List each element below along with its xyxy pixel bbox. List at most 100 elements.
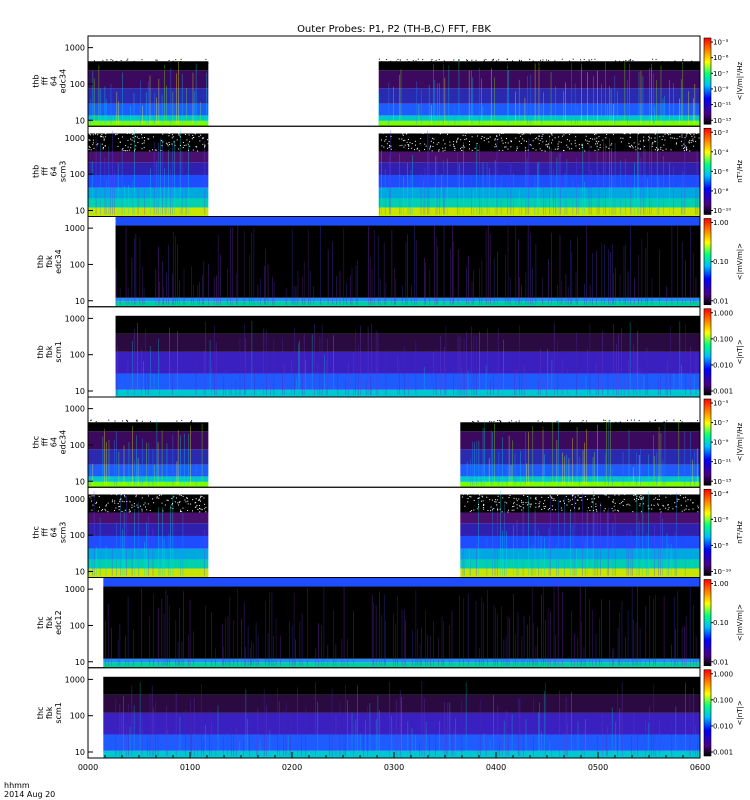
noise-speck [400,131,402,133]
noise-speck [585,135,587,137]
noise-speck [207,492,209,494]
noise-speck [683,509,685,511]
noise-speck [688,142,690,144]
noise-speck [163,428,165,430]
noise-speck [595,65,597,67]
noise-speck [417,58,419,60]
noise-speck [193,426,195,428]
noise-speck [633,142,635,144]
noise-speck [501,131,503,133]
noise-speck [153,492,155,494]
noise-speck [135,494,137,496]
noise-speck [482,500,484,502]
noise-speck [119,505,121,507]
noise-speck [646,62,648,64]
noise-speck [120,494,122,496]
noise-speck [189,141,191,143]
noise-speck [542,134,544,136]
noise-speck [464,135,466,137]
ylabel-line: 64 [50,437,59,447]
noise-speck [673,65,675,67]
noise-speck [683,143,685,145]
noise-speck [528,427,530,429]
noise-speck [100,135,102,137]
noise-speck [658,430,660,432]
noise-speck [465,423,467,425]
noise-speck [126,492,128,494]
noise-speck [98,506,100,508]
noise-speck [530,144,532,146]
panel-ylabel: thbfbkedc34 [36,249,63,274]
colorbar-tick-label: 10⁻⁴ [713,148,729,156]
noise-speck [520,500,522,502]
noise-speck [633,498,635,500]
noise-speck [192,134,194,136]
noise-speck [492,59,494,61]
noise-speck [677,423,679,425]
noise-speck [548,143,550,145]
noise-speck [390,60,392,62]
noise-speck [623,133,625,135]
x-tick-label: 0300 [384,763,404,772]
noise-speck [519,63,521,65]
noise-speck [571,503,573,505]
noise-speck [617,509,619,511]
noise-speck [123,501,125,503]
noise-speck [381,145,383,147]
noise-speck [127,421,129,423]
noise-speck [420,138,422,140]
noise-speck [500,137,502,139]
colorbar-tick-label: 10⁻⁶ [713,168,729,176]
noise-speck [674,137,676,139]
noise-speck [563,500,565,502]
noise-speck [514,68,516,70]
ylabel-line: thb [36,345,45,358]
noise-speck [448,63,450,65]
noise-speck [539,135,541,137]
noise-speck [590,146,592,148]
noise-speck [507,423,509,425]
colorbar-tick-label: 10⁻⁹ [713,85,729,93]
ylabel-line: edc34 [54,249,63,274]
noise-speck [504,61,506,63]
noise-speck [194,493,196,495]
noise-speck [639,503,641,505]
spectral-band [103,577,701,587]
noise-speck [388,141,390,143]
noise-speck [602,139,604,141]
noise-speck [670,149,672,151]
noise-speck [128,149,130,151]
noise-speck [101,136,103,138]
noise-speck [639,429,641,431]
noise-speck [572,494,574,496]
noise-speck [585,131,587,133]
noise-speck [470,65,472,67]
spectral-band [460,481,700,488]
noise-speck [89,133,91,135]
noise-speck [161,502,163,504]
noise-speck [485,58,487,60]
noise-speck [678,499,680,501]
noise-speck [599,144,601,146]
noise-speck [592,67,594,69]
noise-speck [144,423,146,425]
noise-speck [152,498,154,500]
noise-speck [106,59,108,61]
noise-speck [686,67,688,69]
noise-speck [107,502,109,504]
noise-speck [453,141,455,143]
noise-speck [624,133,626,135]
noise-speck [580,64,582,66]
noise-speck [179,136,181,138]
noise-speck [131,139,133,141]
noise-speck [93,147,95,149]
noise-speck [187,149,189,151]
noise-speck [493,420,495,422]
noise-speck [102,60,104,62]
noise-speck [181,63,183,65]
noise-speck [97,493,99,495]
noise-speck [506,502,508,504]
ylabel-line: 64 [50,166,59,176]
noise-speck [122,148,124,150]
noise-speck [442,139,444,141]
